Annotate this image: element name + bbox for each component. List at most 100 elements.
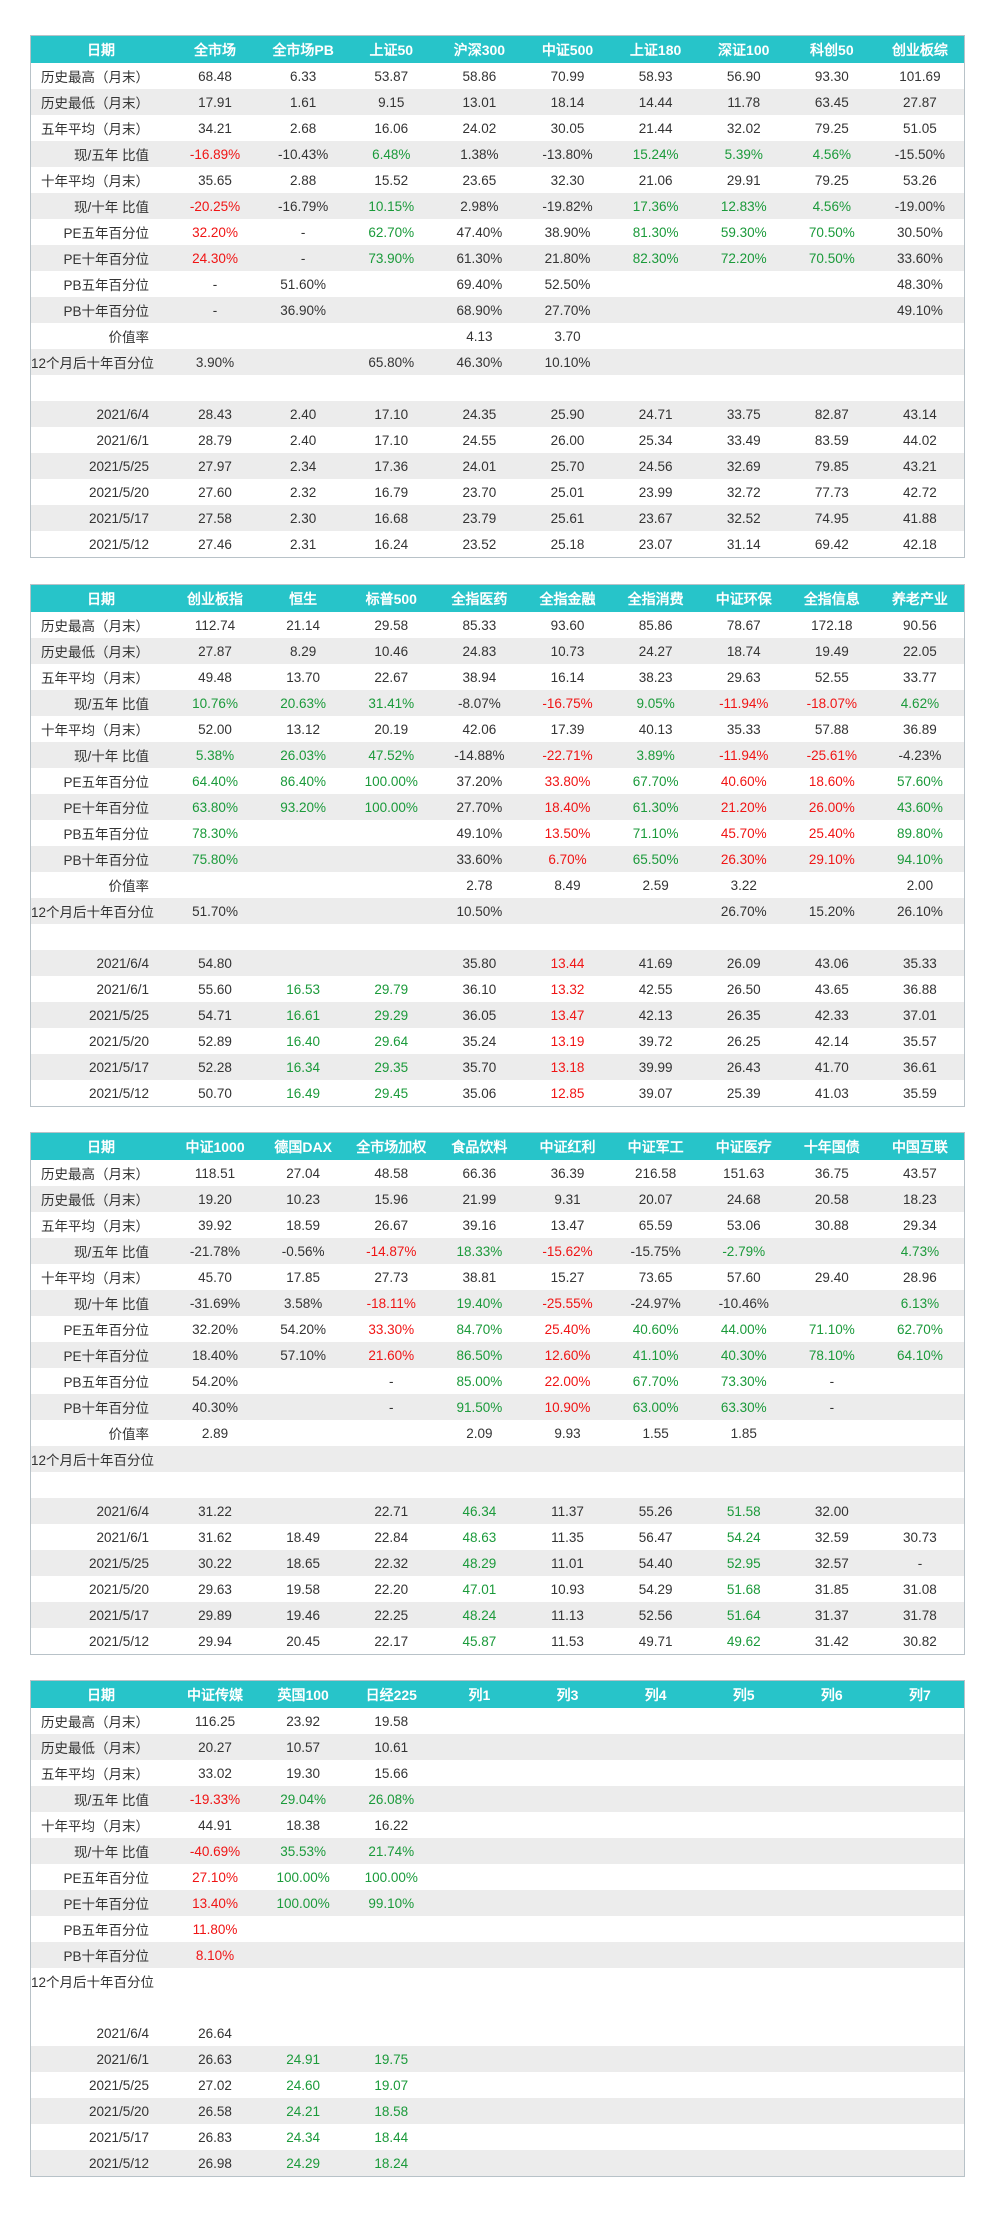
empty-cell [787,924,876,950]
value-cell: 18.65 [259,1550,348,1576]
value-cell: 65.50% [611,846,700,872]
value-cell: 6.48% [347,141,436,167]
value-cell [435,2098,524,2124]
value-cell: 35.80 [435,950,524,976]
value-cell: 48.24 [435,1602,524,1628]
table-row: 价值率 2.89 2.09 9.93 1.55 1.85 [31,1420,964,1446]
value-cell [699,2098,788,2124]
value-cell: 22.32 [347,1550,436,1576]
value-cell: 17.36% [611,193,700,219]
value-cell: 13.40% [171,1890,260,1916]
table-row: 2021/5/25 27.97 2.34 17.36 24.01 25.70 24.56 32… [31,453,964,479]
value-cell: 23.99 [638,484,673,500]
value-cell: 25.18 [550,536,585,552]
spacer-row [31,1472,964,1498]
row-label: 现/五年 比值 [31,1786,171,1812]
row-label: 12个月后十年百分位 [31,1975,155,1990]
value-cell: 52.89 [198,1033,232,1049]
value-cell: 22.71 [347,1498,436,1524]
table-row: 历史最低（月末） 19.20 10.23 15.96 21.99 9.31 20.07 24.… [31,1186,964,1212]
empty-cell [787,1472,876,1498]
table-row: 2021/5/17 27.58 2.30 16.68 23.79 25.61 23.67 32… [31,505,964,531]
value-cell: 4.62% [875,690,964,716]
value-cell [699,1838,788,1864]
value-cell: 72.20% [699,245,788,271]
value-cell: 10.73 [523,638,612,664]
value-cell: 29.40 [814,1269,849,1285]
value-cell [435,1734,524,1760]
value-cell: -4.23% [875,742,964,768]
value-cell: 57.88 [814,721,849,737]
column-header: 全市场PB [259,36,348,63]
value-cell [875,2150,964,2176]
value-cell: 20.63% [259,690,348,716]
table-row: PB十年百分位 75.80% 33.60% 6.70% 65.50% 26.30% 29.1… [31,846,964,872]
value-cell: 31.78 [875,1602,964,1628]
value-cell [700,2124,788,2150]
value-cell: 33.60% [435,846,524,872]
spacer-row [31,924,964,950]
value-cell: 16.49 [286,1085,321,1101]
value-cell: 27.02 [198,2077,232,2093]
value-cell [699,349,788,375]
value-cell: 75.80% [171,846,260,872]
value-cell [875,349,964,375]
column-header-date: 日期 [31,585,171,612]
value-cell: 11.35 [551,1529,584,1545]
value-cell: 27.10% [192,1869,238,1885]
value-cell: 43.14 [875,401,964,427]
value-cell: 25.01 [550,484,585,500]
value-cell [259,1368,347,1394]
table-row: 历史最低（月末） 27.87 8.29 10.46 24.83 10.73 24.27 18.… [31,638,964,664]
column-header: 上证180 [611,36,700,63]
value-cell [875,2098,964,2124]
value-cell [876,2072,964,2098]
value-cell: 21.20% [699,794,788,820]
value-cell: -22.71% [523,742,612,768]
value-cell: 4.13 [466,328,493,344]
value-cell: -16.89% [171,141,260,167]
value-cell [523,1708,611,1734]
table-row: PE五年百分位 32.20% 54.20% 33.30% 84.70% 25.40% 40.… [31,1316,964,1342]
table-row: PE五年百分位 32.20% - 62.70% 47.40% 38.90% 81.30% 59… [31,219,964,245]
row-label: PE五年百分位 [63,1323,149,1338]
value-cell [435,1942,524,1968]
value-cell: 36.88 [903,981,937,997]
value-cell: 22.84 [374,1529,409,1545]
table-row: PE十年百分位 13.40% 100.00% 99.10% [31,1890,964,1916]
table-row: PB五年百分位 - 51.60% 69.40% 52.50% 48.30% [31,271,964,297]
column-header: 创业板综 [875,36,964,63]
value-cell: 24.83 [435,638,524,664]
value-cell: 68.90% [435,297,524,323]
value-cell [523,1942,612,1968]
value-cell: 31.41% [347,690,436,716]
value-cell: 151.63 [723,1165,765,1181]
value-cell: 49.10% [456,825,503,841]
value-cell [259,1916,347,1942]
row-label: PB五年百分位 [63,278,149,293]
value-cell [171,1446,260,1472]
value-cell: 21.60% [347,1342,436,1368]
column-header: 全市场加权 [347,1133,436,1160]
value-cell: 65.59 [638,1217,673,1233]
value-cell: 21.74% [347,1838,436,1864]
value-cell: 46.34 [435,1498,524,1524]
column-header: 列1 [435,1681,524,1708]
table-row: 2021/5/25 30.22 18.65 22.32 48.29 11.01 54.40 5… [31,1550,964,1576]
value-cell: 31.22 [171,1498,260,1524]
value-cell: 25.90 [523,401,612,427]
empty-cell [435,1994,524,2020]
value-cell [787,297,876,323]
table-row: 2021/5/20 27.60 2.32 16.79 23.70 25.01 23.99 32… [31,479,964,505]
table-row: 2021/5/25 54.71 16.61 29.29 36.05 13.47 42.13 2… [31,1002,964,1028]
value-cell [259,872,347,898]
value-cell: 31.85 [814,1581,849,1597]
value-cell: 40.13 [638,721,673,737]
table-row: 2021/6/4 26.64 [31,2020,964,2046]
value-cell: 23.70 [462,484,497,500]
header-row: 日期 创业板指 恒生 标普500 全指医药 全指金融 全指消费 中证环保 全指信息 养老产业 [31,585,964,612]
value-cell [787,1890,876,1916]
column-header: 中证传媒 [171,1681,260,1708]
row-label: PB十年百分位 [31,846,171,872]
column-header: 列3 [523,1681,612,1708]
